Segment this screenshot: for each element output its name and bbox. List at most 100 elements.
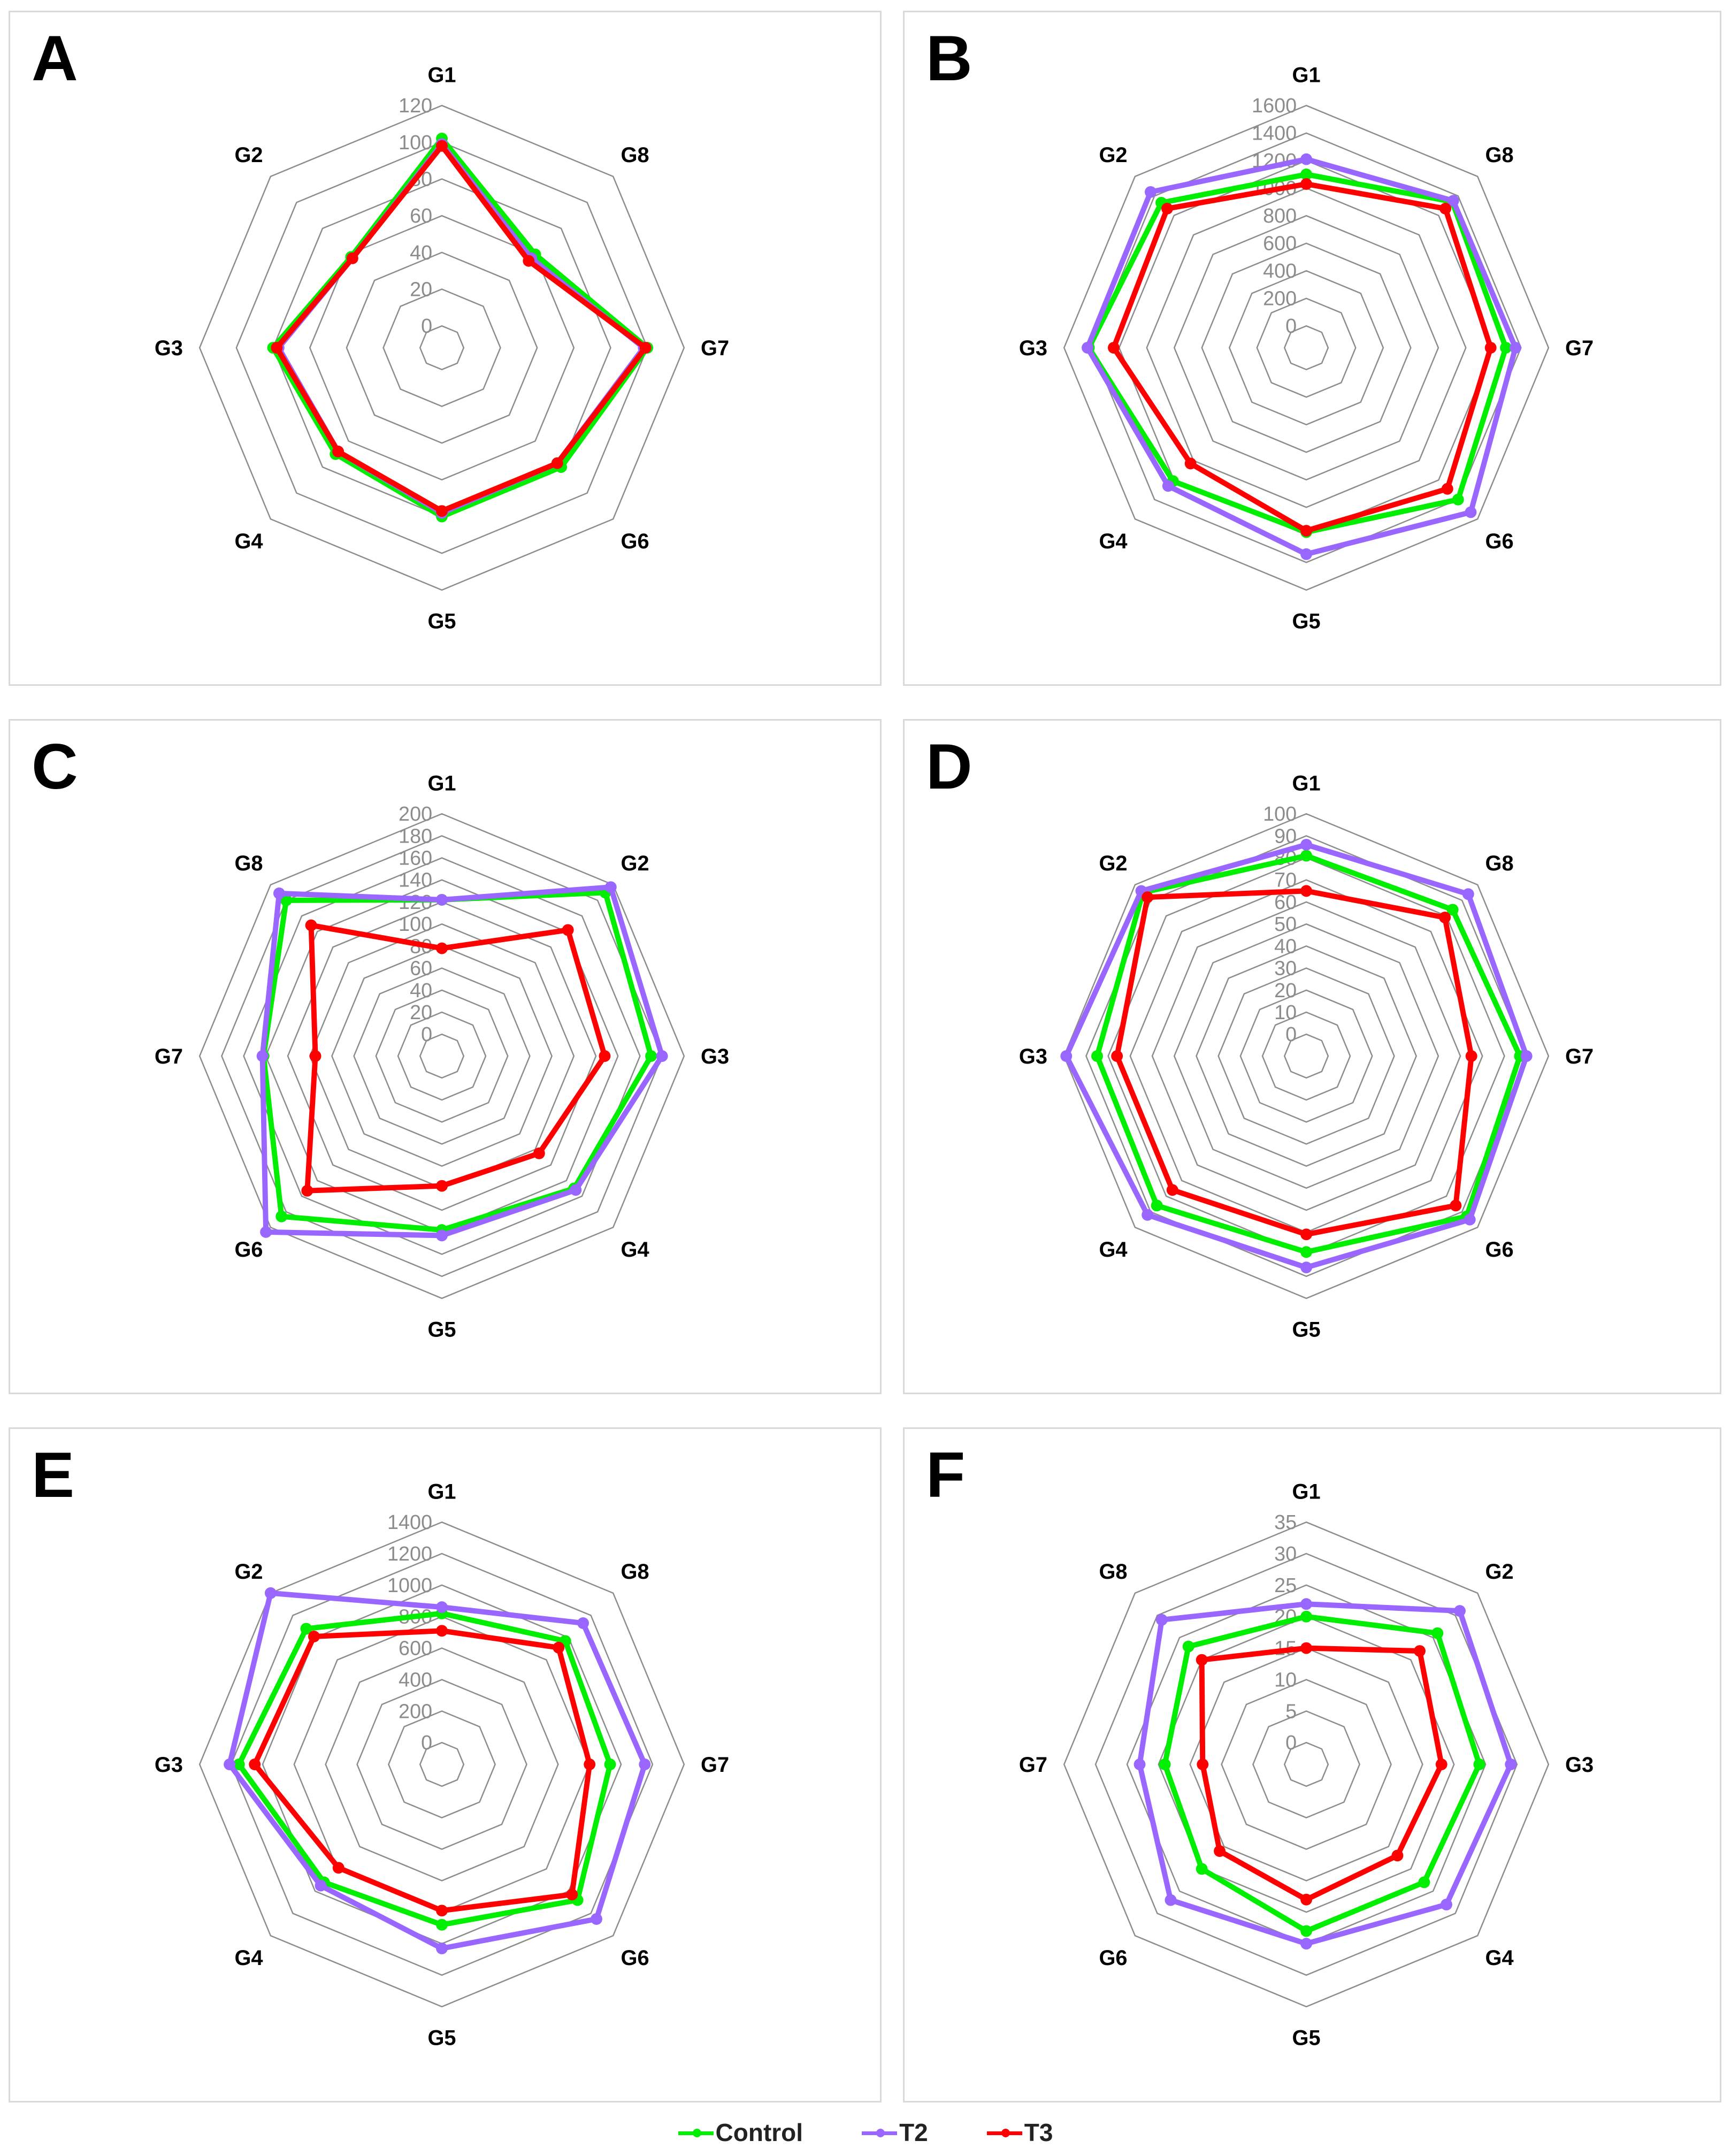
data-point xyxy=(1450,1199,1462,1212)
panel-letter: D xyxy=(926,731,972,802)
axis-label: G1 xyxy=(427,63,456,87)
data-point xyxy=(436,1229,448,1242)
tick-label: 200 xyxy=(1263,288,1297,310)
grid-ring xyxy=(419,1033,465,1079)
grid-ring xyxy=(346,251,538,444)
data-point xyxy=(639,1759,651,1770)
data-point xyxy=(1465,1050,1477,1062)
radar-panel-e: E 0 200 400 600 800 1000 1200 1400 G1 G8 G7 G6 G5 G4 G… xyxy=(9,1427,882,2103)
grid-ring xyxy=(1158,1616,1455,1913)
data-point xyxy=(436,1918,448,1931)
tick-label: 0 xyxy=(1285,1023,1297,1046)
tick-label: 0 xyxy=(421,1023,432,1046)
tick-label: 0 xyxy=(1285,1732,1297,1754)
data-point xyxy=(1082,342,1093,354)
grid-ring xyxy=(309,215,575,481)
data-point xyxy=(1108,342,1120,354)
tick-label: 200 xyxy=(399,1700,432,1723)
data-point xyxy=(1300,885,1312,897)
data-point xyxy=(1166,1184,1178,1196)
data-point xyxy=(332,446,344,457)
grid-ring xyxy=(1085,835,1528,1277)
grid-ring xyxy=(382,288,501,407)
grid-ring xyxy=(1189,1647,1423,1882)
grid-ring xyxy=(235,141,648,554)
axis-label: G2 xyxy=(234,1560,263,1584)
radar-chart-e: 0200400600800100012001400G1G8G7G6G5G4G3G… xyxy=(155,1480,729,2050)
tick-label: 160 xyxy=(399,847,432,870)
data-point xyxy=(1435,1759,1447,1770)
data-point xyxy=(1159,1759,1171,1770)
grid-ring xyxy=(198,104,685,591)
radar-panel-a: A 0 20 40 60 80 100 120 G1 G8 G7 G6 G5 G4 G3 G2 xyxy=(9,11,882,686)
data-point xyxy=(264,1587,277,1599)
panel-letter: C xyxy=(32,731,78,802)
legend-item-control: Control xyxy=(678,2118,803,2147)
grid-ring xyxy=(356,1679,527,1850)
tick-label: 10 xyxy=(1274,1001,1297,1024)
grid-ring xyxy=(198,1521,685,2008)
grid-ring xyxy=(1261,1011,1351,1101)
grid-ring xyxy=(1146,187,1467,508)
grid-ring xyxy=(397,1011,487,1101)
tick-label: 40 xyxy=(410,980,432,1002)
axis-label: G6 xyxy=(1099,1946,1127,1970)
legend-line-icon xyxy=(862,2129,898,2137)
legend-line-icon xyxy=(986,2129,1022,2137)
tick-label: 35 xyxy=(1274,1511,1297,1534)
tick-label: 30 xyxy=(1274,1543,1297,1565)
tick-label: 1000 xyxy=(387,1574,432,1597)
axis-label: G5 xyxy=(1292,1318,1321,1341)
data-point xyxy=(436,1943,448,1954)
data-point xyxy=(436,1905,448,1917)
data-point xyxy=(346,252,358,264)
data-point xyxy=(1300,1642,1312,1654)
data-point xyxy=(1441,1899,1452,1910)
radar-panel-b: B 0 200 400 600 800 1000 1200 1400 1600 G1 G8 G7 G6 G… xyxy=(903,11,1721,686)
axis-label: G5 xyxy=(427,1318,456,1341)
panel-letter: B xyxy=(926,22,972,94)
axis-label: G4 xyxy=(234,1946,263,1970)
tick-label: 20 xyxy=(410,279,432,301)
axis-label: G2 xyxy=(1099,143,1127,167)
radar-chart-b: 02004006008001000120014001600G1G8G7G6G5G… xyxy=(1019,63,1594,633)
data-point xyxy=(1300,1893,1312,1906)
tick-label: 120 xyxy=(399,95,432,117)
tick-label: 90 xyxy=(1274,825,1297,847)
axis-label: G8 xyxy=(234,852,263,875)
legend-label: T2 xyxy=(899,2119,928,2146)
tick-label: 60 xyxy=(1274,891,1297,914)
data-point xyxy=(1060,1050,1073,1062)
tick-label: 200 xyxy=(399,803,432,825)
data-point xyxy=(1151,1199,1163,1212)
data-point xyxy=(1300,1246,1312,1258)
data-point xyxy=(1144,186,1156,198)
data-point xyxy=(309,1050,321,1062)
axis-label: G7 xyxy=(155,1045,183,1068)
series-line-control xyxy=(1162,1614,1482,1934)
tick-label: 50 xyxy=(1274,913,1297,936)
panel-letter: F xyxy=(926,1439,966,1511)
data-point xyxy=(1300,525,1312,537)
data-point xyxy=(1452,493,1464,506)
data-point xyxy=(584,1759,596,1770)
axis-label: G5 xyxy=(1292,2026,1321,2050)
grid-ring xyxy=(1283,1741,1329,1787)
radar-panel-c: C 0 20 40 60 80 100 120 140 160 180 200 G1 G2 G3 G4 G5 G… xyxy=(9,719,882,1394)
axis-label: G3 xyxy=(1019,337,1047,360)
tick-label: 60 xyxy=(410,205,432,227)
grid-ring xyxy=(1252,1710,1361,1818)
tick-label: 10 xyxy=(1274,1669,1297,1691)
data-point xyxy=(1300,850,1312,862)
data-point xyxy=(1142,891,1154,904)
tick-label: 30 xyxy=(1274,958,1297,980)
data-point xyxy=(645,1050,657,1062)
axis-label: G5 xyxy=(427,2026,456,2050)
data-point xyxy=(1182,1640,1194,1653)
data-point xyxy=(1300,1228,1312,1241)
grid-ring xyxy=(1063,1521,1550,2008)
data-point xyxy=(1300,1262,1312,1274)
grid-ring xyxy=(1239,989,1373,1123)
data-point xyxy=(551,457,563,469)
grid-ring xyxy=(1196,945,1418,1167)
